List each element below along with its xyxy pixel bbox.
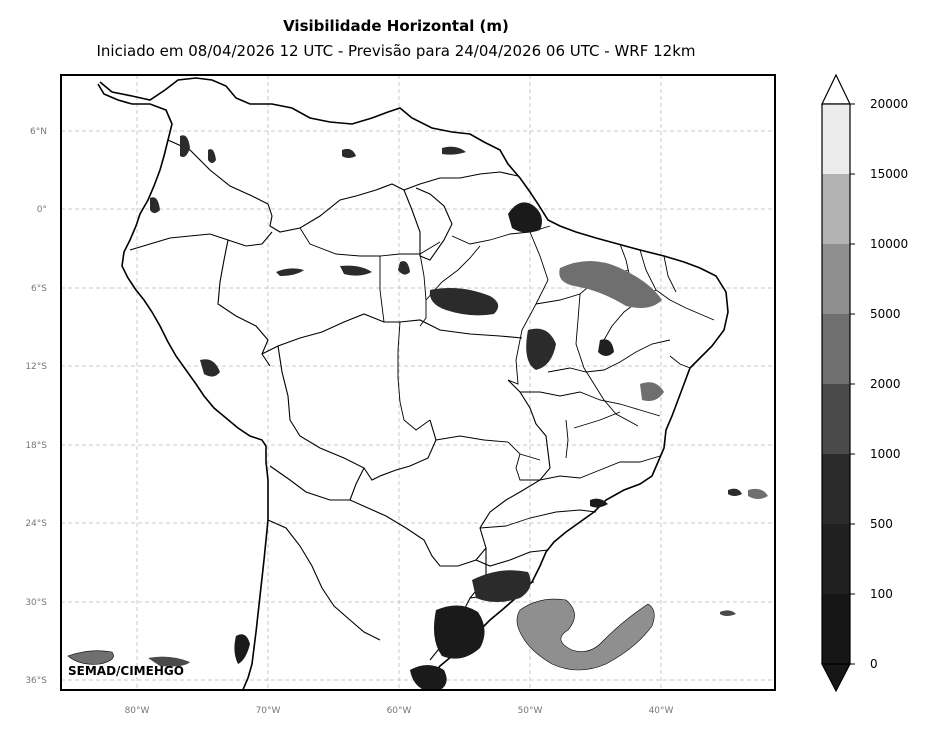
colorbar: 0 100 500 1000 2000 5000 10000 15000 20000 [821,73,908,693]
map-frame [60,74,776,691]
colorbar-tick-label: 1000 [870,447,901,461]
colorbar-tick-label: 20000 [870,97,908,111]
lat-label: 18°S [25,441,47,451]
lat-label: 12°S [25,362,47,372]
lat-label: 6°N [30,127,47,137]
colorbar-tick-label: 2000 [870,377,901,391]
colorbar-tick-label: 15000 [870,167,908,181]
lat-label: 6°S [31,284,47,294]
credit-label: SEMAD/CIMEHGO [68,664,184,678]
colorbar-bin [822,174,850,244]
colorbar-tick-label: 100 [870,587,893,601]
colorbar-bin [822,454,850,524]
lon-label: 40°W [649,706,674,716]
visibility-field [67,135,768,690]
lat-label: 0° [37,205,47,215]
lon-label: 80°W [125,706,150,716]
colorbar-bin [822,524,850,594]
lat-label: 24°S [25,519,47,529]
colorbar-bin [822,104,850,174]
colorbar-extend-min [821,663,851,693]
lon-label: 70°W [256,706,281,716]
map-subtitle: Iniciado em 08/04/2026 12 UTC - Previsão… [96,42,696,60]
lat-labels: 6°N 0° 6°S 12°S 18°S 24°S 30°S 36°S [25,127,47,686]
gridlines [61,75,775,690]
colorbar-tick-label: 5000 [870,307,901,321]
colorbar-bin [822,314,850,384]
colorbar-tick-label: 10000 [870,237,908,251]
lon-label: 50°W [518,706,543,716]
lon-labels: 80°W 70°W 60°W 50°W 40°W [125,706,674,716]
lat-label: 36°S [25,676,47,686]
lat-label: 30°S [25,598,47,608]
south-america-coastline [97,77,729,690]
state-borders [299,225,715,599]
map-title: Visibilidade Horizontal (m) [283,17,509,35]
colorbar-tick-label: 500 [870,517,893,531]
colorbar-bin [822,594,850,664]
colorbar-extend-max [821,73,851,105]
colorbar-bin [822,384,850,454]
colorbar-tick-label: 0 [870,657,878,671]
colorbar-bin [822,244,850,314]
lon-label: 60°W [387,706,412,716]
